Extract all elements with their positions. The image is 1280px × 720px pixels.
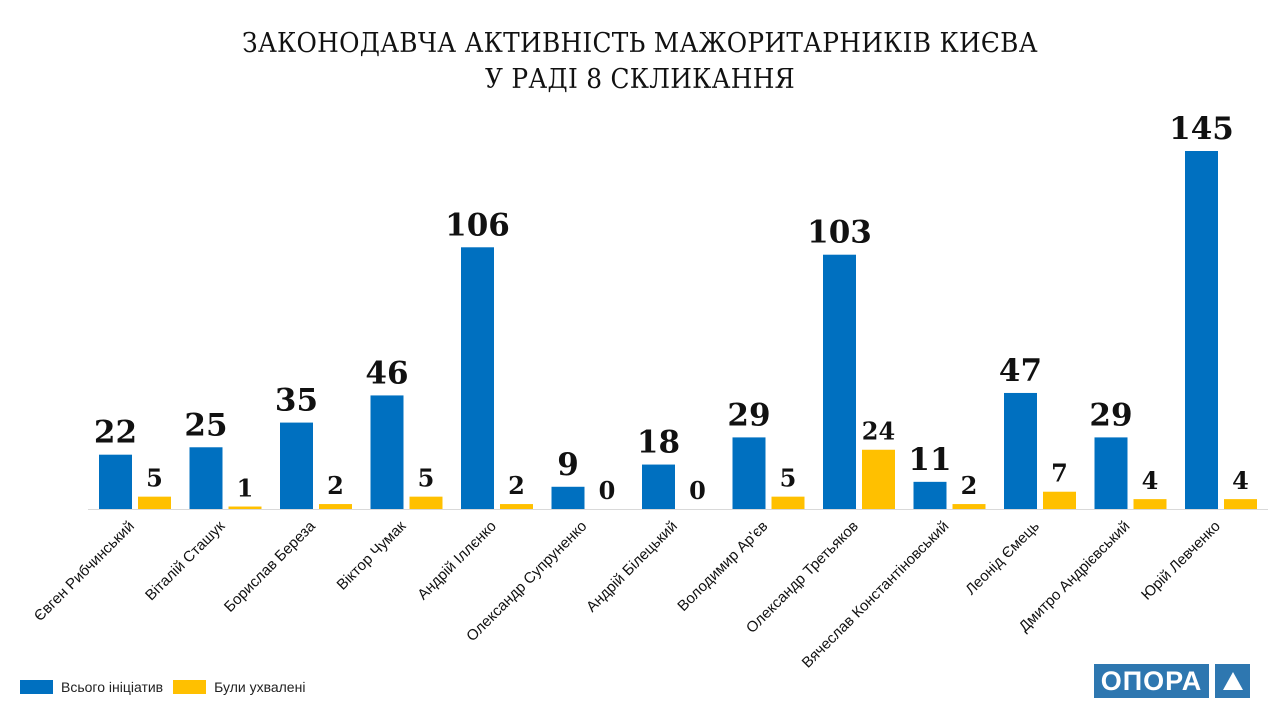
category-label: Віталій Сташук xyxy=(142,518,229,605)
data-label-approved: 5 xyxy=(780,464,797,493)
opora-logo: ОПОРА xyxy=(1094,664,1250,698)
bar-approved xyxy=(228,506,262,509)
data-label-total: 47 xyxy=(999,353,1042,389)
data-label-approved: 4 xyxy=(1232,466,1249,495)
data-label-approved: 24 xyxy=(862,417,895,446)
category-label: Андрій Білецький xyxy=(583,518,681,616)
title-line-1: ЗАКОНОДАВЧА АКТИВНІСТЬ МАЖОРИТАРНИКІВ КИ… xyxy=(242,28,1038,59)
legend-label-approved: Були ухвалені xyxy=(214,679,306,695)
data-label-total: 29 xyxy=(727,397,770,433)
data-label-total: 145 xyxy=(1169,111,1234,147)
bar-approved xyxy=(1043,491,1076,509)
bar-approved xyxy=(952,504,986,509)
bar-total xyxy=(1185,151,1218,509)
bar-approved xyxy=(138,496,171,509)
category-label: Віктор Чумак xyxy=(334,518,410,594)
data-label-total: 35 xyxy=(275,383,318,419)
bar-total xyxy=(461,247,494,509)
data-label-total: 25 xyxy=(184,407,227,443)
chart-title: ЗАКОНОДАВЧА АКТИВНІСТЬ МАЖОРИТАРНИКІВ КИ… xyxy=(51,26,1229,98)
data-label-approved: 5 xyxy=(146,464,163,493)
legend-label-total: Всього ініціатив xyxy=(61,679,164,695)
category-label: Борислав Береза xyxy=(221,517,319,615)
legend-item-total: Всього ініціатив xyxy=(20,679,163,695)
bar-approved xyxy=(1224,499,1257,509)
data-label-total: 22 xyxy=(94,415,137,451)
data-label-total: 106 xyxy=(445,207,510,243)
bar-total xyxy=(913,481,947,509)
data-label-approved: 1 xyxy=(237,474,254,503)
bar-total xyxy=(370,395,404,509)
legend-item-approved: Були ухвалені xyxy=(173,679,305,695)
bar-approved xyxy=(500,504,533,509)
category-label: Володимир Ар'єв xyxy=(674,518,771,615)
data-label-approved: 2 xyxy=(508,471,525,500)
bar-approved xyxy=(862,449,895,509)
data-label-total: 9 xyxy=(557,447,579,483)
data-label-approved: 7 xyxy=(1051,459,1068,488)
bar-total xyxy=(1094,437,1128,509)
category-label: Юрій Левченко xyxy=(1138,518,1224,604)
data-label-approved: 0 xyxy=(689,476,706,505)
triangle-icon xyxy=(1215,664,1250,698)
data-label-total: 18 xyxy=(637,425,680,461)
category-label: Леонід Ємець xyxy=(962,518,1043,599)
logo-text: ОПОРА xyxy=(1094,664,1209,698)
legend-swatch-approved xyxy=(173,680,207,694)
data-label-approved: 4 xyxy=(1142,466,1159,495)
data-label-approved: 5 xyxy=(418,464,435,493)
data-label-total: 103 xyxy=(807,215,872,251)
bar-approved xyxy=(1133,499,1167,509)
bar-total xyxy=(1004,392,1037,509)
data-label-approved: 0 xyxy=(599,476,616,505)
bar-total xyxy=(189,447,223,509)
category-label: Євген Рибчинський xyxy=(31,518,138,625)
title-line-2: У РАДІ 8 СКЛИКАННЯ xyxy=(484,64,795,95)
legend: Всього ініціатив Були ухвалені xyxy=(20,679,315,695)
category-label: Вячеслав Константіновський xyxy=(799,518,953,672)
legend-swatch-total xyxy=(20,680,53,694)
bar-total xyxy=(823,254,856,509)
bar-total xyxy=(280,422,313,509)
bar-total xyxy=(99,454,132,509)
bar-total xyxy=(642,464,675,509)
bar-approved xyxy=(409,496,443,509)
bar-approved xyxy=(771,496,805,509)
category-label: Андрій Іллєнко xyxy=(414,518,500,604)
bar-approved xyxy=(319,504,352,509)
data-label-total: 29 xyxy=(1089,397,1132,433)
data-label-approved: 2 xyxy=(961,471,978,500)
data-label-total: 11 xyxy=(908,442,951,478)
data-label-approved: 2 xyxy=(327,471,344,500)
bar-total xyxy=(551,486,585,509)
data-label-total: 46 xyxy=(365,355,408,391)
bar-total xyxy=(732,437,766,509)
